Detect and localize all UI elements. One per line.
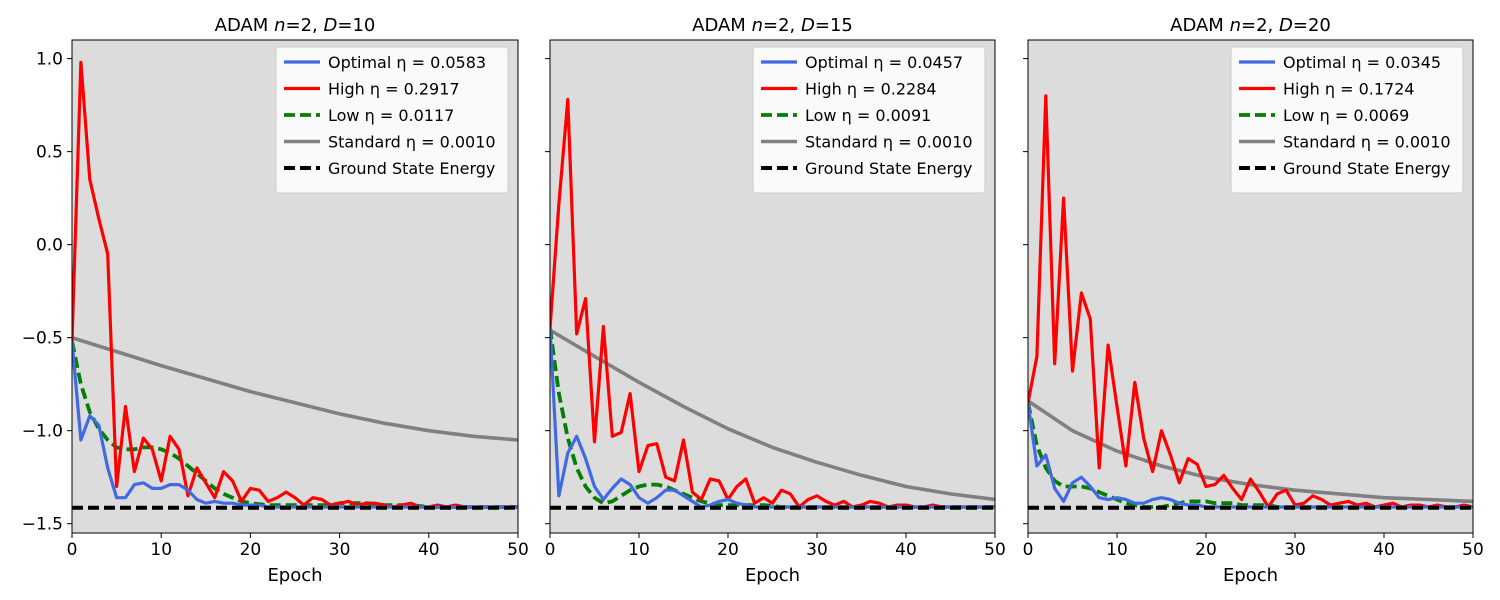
x-axis-label: Epoch <box>745 565 800 586</box>
axes-frame <box>71 39 519 534</box>
y-tick-label: −1.5 <box>22 515 63 535</box>
subplot-1: 0 10 20 30 40 50 −1.5 −1.0 −0.5 0.0 0.5 1.0 Epoch ADA… <box>22 15 529 586</box>
x-tick-label: 40 <box>1373 540 1395 560</box>
legend-label-high: High η = 0.1724 <box>1283 80 1415 99</box>
subplot-title: ADAM n=2, D=15 <box>692 15 853 36</box>
x-tick-label: 20 <box>1195 540 1217 560</box>
x-tick-label: 20 <box>240 540 262 560</box>
series-line-standard <box>72 335 518 442</box>
x-axis-label: Epoch <box>267 565 322 586</box>
series-line-low <box>72 341 518 509</box>
y-tick-label: 0.0 <box>36 236 63 256</box>
subplot-3: 0 10 20 30 40 50 Epoch ADAM n=2, D=20 Optimal η … <box>1023 15 1484 586</box>
legend-label-low: Low η = 0.0069 <box>1283 106 1409 125</box>
x-axis-label: Epoch <box>1223 565 1278 586</box>
legend-label-optimal: Optimal η = 0.0345 <box>1283 53 1441 72</box>
series-group <box>1028 94 1473 510</box>
y-tick-label: 0.5 <box>36 143 63 163</box>
legend: Optimal η = 0.0457 High η = 0.2284 Low η =… <box>752 46 986 194</box>
x-tick-label: 0 <box>1023 540 1034 560</box>
x-tick-label: 50 <box>984 540 1006 560</box>
legend-label-ground: Ground State Energy <box>328 159 495 178</box>
legend-label-optimal: Optimal η = 0.0457 <box>805 53 963 72</box>
subplot-title: ADAM n=2, D=20 <box>1170 15 1331 36</box>
x-tick-label: 30 <box>329 540 351 560</box>
legend-label-low: Low η = 0.0091 <box>805 106 931 125</box>
y-tick-label: 1.0 <box>36 50 63 70</box>
subplot-2: 0 10 20 30 40 50 Epoch ADAM n=2, D=15 Optimal η … <box>545 15 1006 586</box>
x-tick-label: 40 <box>895 540 917 560</box>
legend-label-high: High η = 0.2284 <box>805 80 937 99</box>
legend-box <box>1230 46 1464 194</box>
x-tick-label: 10 <box>150 540 172 560</box>
legend-box <box>752 46 986 194</box>
x-tick-label: 20 <box>717 540 739 560</box>
legend-label-ground: Ground State Energy <box>805 159 972 178</box>
x-tick-label: 50 <box>1462 540 1484 560</box>
x-tick-label: 0 <box>67 540 78 560</box>
subplot-title: ADAM n=2, D=10 <box>215 15 376 36</box>
x-tick-label: 10 <box>1106 540 1128 560</box>
legend-box <box>275 46 509 194</box>
legend: Optimal η = 0.0345 High η = 0.1724 Low η =… <box>1230 46 1464 194</box>
legend-label-optimal: Optimal η = 0.0583 <box>328 53 486 72</box>
x-tick-label: 30 <box>1284 540 1306 560</box>
x-tick-label: 50 <box>507 540 529 560</box>
y-tick-label: −0.5 <box>22 329 63 349</box>
axes-frame <box>1027 39 1474 534</box>
legend-label-standard: Standard η = 0.0010 <box>328 133 496 152</box>
x-tick-label: 30 <box>806 540 828 560</box>
legend-label-low: Low η = 0.0117 <box>328 106 454 125</box>
legend: Optimal η = 0.0583 High η = 0.2917 Low η =… <box>275 46 509 194</box>
series-group <box>72 60 518 510</box>
legend-label-standard: Standard η = 0.0010 <box>805 133 973 152</box>
x-tick-label: 40 <box>418 540 440 560</box>
x-tick-label: 0 <box>545 540 556 560</box>
series-line-standard <box>550 328 995 502</box>
series-group <box>550 97 995 510</box>
y-tick-label: −1.0 <box>22 422 63 442</box>
axes-frame <box>549 39 996 534</box>
legend-label-ground: Ground State Energy <box>1283 159 1450 178</box>
legend-label-high: High η = 0.2917 <box>328 80 460 99</box>
legend-label-standard: Standard η = 0.0010 <box>1283 133 1451 152</box>
x-tick-label: 10 <box>628 540 650 560</box>
